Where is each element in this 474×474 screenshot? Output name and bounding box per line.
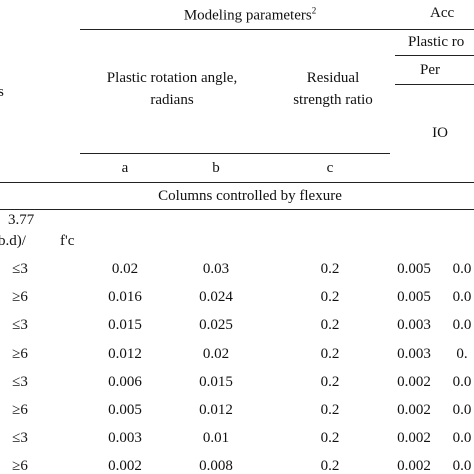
cell: 0.003	[397, 345, 431, 362]
cell: 0.003	[108, 430, 142, 447]
row-label: ≥6	[12, 345, 28, 362]
cell: 0.02	[111, 261, 139, 277]
subcolumn-header: b	[212, 160, 220, 176]
row-label: ≤3	[12, 430, 28, 447]
column-header: s	[0, 84, 4, 100]
column-header: radians	[150, 92, 194, 108]
cell: 0.0	[452, 261, 472, 277]
section-title: Columns controlled by flexure	[158, 188, 342, 204]
cell: 0.03	[202, 261, 230, 277]
cell: 0.005	[108, 402, 142, 418]
cell: 0.025	[199, 317, 233, 334]
cell: 0.002	[397, 402, 431, 418]
row-label: ≤3	[12, 373, 28, 390]
row-label: ≥6	[12, 402, 28, 418]
condition: b.d)/	[0, 233, 26, 249]
cell: 0.2	[320, 261, 340, 277]
cell: 0.2	[320, 430, 340, 447]
rule	[80, 153, 390, 154]
cell: 0.002	[397, 458, 431, 474]
cell: 0.015	[199, 373, 233, 390]
cell: 0.0	[452, 317, 472, 334]
cell: 0.2	[320, 402, 340, 418]
cell: 0.01	[202, 430, 230, 447]
cell: 0.0	[452, 458, 472, 474]
cell: 0.2	[320, 289, 340, 306]
rule	[395, 84, 474, 85]
subcolumn-header: c	[326, 160, 334, 176]
cell: 0.002	[397, 373, 431, 390]
column-header: Plastic rotation angle,	[106, 70, 238, 86]
cell: 0.012	[199, 402, 233, 418]
cell: 0.0	[452, 373, 472, 390]
cell: 0.002	[397, 430, 431, 447]
cell: 0.2	[320, 345, 340, 362]
subcolumn-header: a	[121, 160, 129, 176]
condition: 3.77	[8, 212, 35, 228]
cell: 0.015	[108, 317, 142, 334]
header-text: Modeling parameters	[183, 7, 312, 24]
row-label: ≥6	[12, 289, 28, 306]
cell: 0.006	[108, 373, 142, 390]
cell: 0.0	[452, 402, 472, 418]
row-label: ≥6	[12, 458, 28, 474]
cell: 0.005	[397, 261, 431, 277]
cell: 0.005	[397, 289, 431, 306]
column-header: Residual	[306, 70, 360, 86]
subgroup-header: Per	[420, 62, 440, 78]
cell: 0.012	[108, 345, 142, 362]
rule	[80, 29, 474, 30]
cell: 0.008	[199, 458, 233, 474]
column-header: IO	[432, 125, 448, 141]
cell: 0.2	[320, 458, 340, 474]
rule	[0, 182, 474, 183]
group-header: Acc	[430, 5, 455, 21]
rule	[395, 55, 474, 56]
cell: 0.0	[452, 430, 472, 447]
cell: 0.	[456, 345, 468, 362]
footnote-ref: 2	[311, 5, 317, 16]
row-label: ≤3	[12, 317, 28, 334]
cell: 0.0	[452, 289, 472, 306]
cell: 0.2	[320, 373, 340, 390]
cell: 0.003	[397, 317, 431, 334]
rule	[0, 209, 474, 210]
cell: 0.2	[320, 317, 340, 334]
cell: 0.002	[108, 458, 142, 474]
cell: 0.02	[202, 345, 230, 362]
group-header: Modeling parameters2	[184, 2, 316, 25]
cell: 0.016	[108, 289, 142, 306]
condition: f'c	[60, 233, 75, 249]
cell: 0.024	[199, 289, 233, 306]
column-header: strength ratio	[293, 92, 373, 108]
subgroup-header: Plastic ro	[408, 34, 465, 50]
row-label: ≤3	[12, 261, 28, 277]
